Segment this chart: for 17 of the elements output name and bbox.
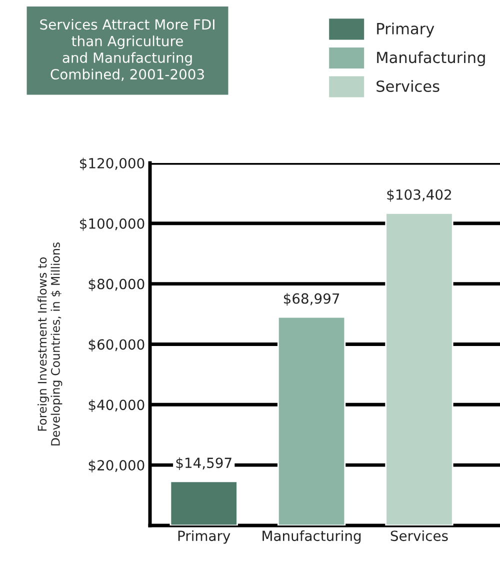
y-tick-label: $100,000 [80, 218, 144, 231]
y-tick-label: $20,000 [88, 460, 144, 472]
chart-title: Services Attract More FDI than Agriculture and Manufacturing Combined, 2001-2003 [40, 18, 214, 81]
y-tick-label: $120,000 [80, 158, 144, 170]
y-axis-title: Foreign Investment Inflows to Developing Countries, in $ Millions [38, 242, 62, 446]
text: $68,997 [284, 293, 340, 306]
x-tick-label: Services [390, 530, 448, 542]
y-tick-label: $60,000 [88, 338, 144, 352]
x-tick-label: Manufacturing [262, 530, 361, 544]
text: $14,597 [176, 457, 232, 470]
x-tick-label: Primary [178, 530, 230, 544]
text: $103,402 [387, 189, 451, 202]
legend-label: Services [376, 80, 440, 92]
legend-label: Primary [377, 22, 434, 38]
y-tick-label: $40,000 [88, 399, 144, 412]
y-tick-label: $80,000 [88, 278, 144, 292]
legend-label: Manufacturing [377, 51, 485, 66]
